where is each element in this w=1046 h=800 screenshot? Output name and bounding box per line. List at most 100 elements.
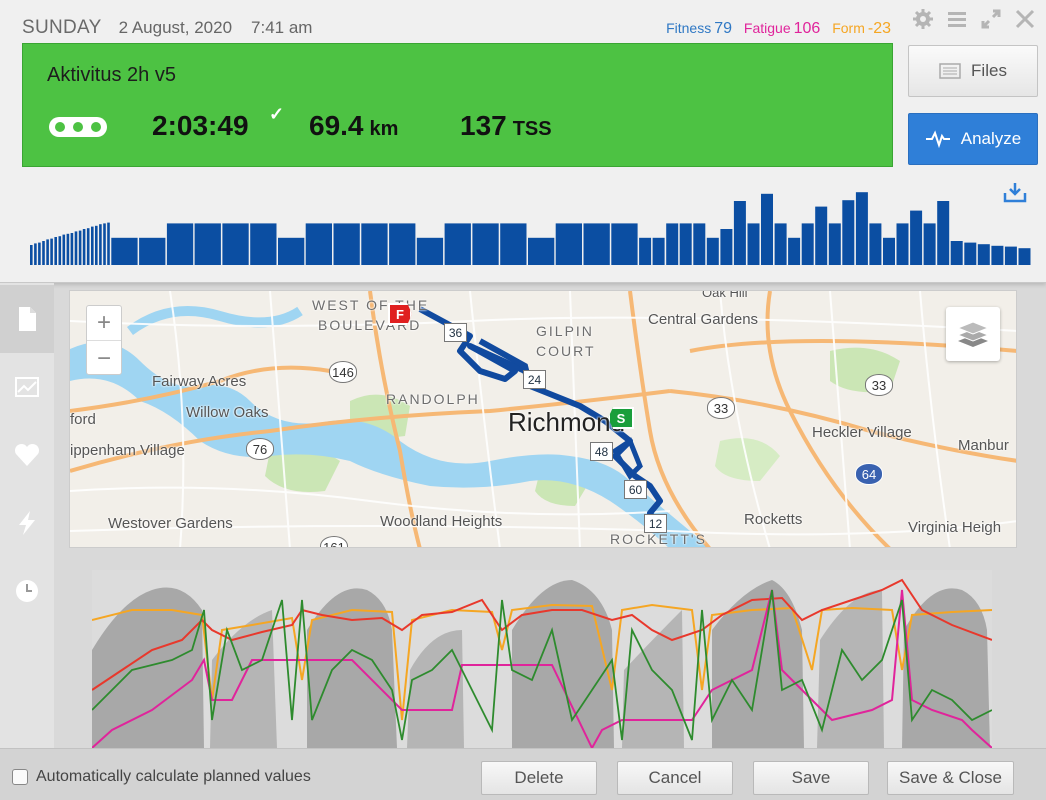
- interval-bar: [42, 241, 45, 265]
- gear-icon[interactable]: [912, 8, 934, 30]
- interval-bar: [869, 223, 882, 265]
- zoom-in-button[interactable]: +: [87, 306, 121, 341]
- form-label: Form: [832, 20, 865, 36]
- chart-icon: [15, 377, 39, 397]
- fitness-metrics: Fitness 79 Fatigue 106 Form -23: [658, 20, 891, 38]
- interval-bar: [842, 200, 855, 265]
- footer-bar: Automatically calculate planned values D…: [0, 748, 1046, 800]
- workout-structure-chart: [30, 192, 1031, 265]
- layers-icon: [956, 321, 990, 347]
- km-marker-48[interactable]: 48: [590, 442, 613, 461]
- interval-bar: [788, 237, 801, 265]
- interstate-shield-64: 64: [855, 463, 883, 485]
- map-label-ford: ford: [70, 411, 96, 428]
- analyze-button[interactable]: Analyze: [908, 113, 1038, 165]
- km-marker-36[interactable]: 36: [444, 323, 467, 342]
- window-controls: [912, 8, 1036, 30]
- interval-bar: [278, 237, 305, 265]
- interval-bar: [761, 193, 773, 265]
- duration-value: 2:03:49: [152, 110, 249, 141]
- interval-bar: [54, 237, 57, 265]
- layers-button[interactable]: [946, 307, 1000, 361]
- interval-bar: [1018, 248, 1031, 265]
- interval-bar: [977, 244, 990, 265]
- map-label-central-gardens: Central Gardens: [648, 311, 759, 328]
- heart-icon: [14, 443, 40, 466]
- interval-bar: [30, 245, 33, 265]
- km-marker-24[interactable]: 24: [523, 370, 546, 389]
- lightning-icon: [19, 511, 35, 535]
- interval-bar: [528, 237, 555, 265]
- interval-bar: [910, 210, 923, 265]
- interval-bar: [361, 223, 388, 265]
- clock-icon: [16, 580, 38, 602]
- interval-bar: [82, 229, 86, 265]
- start-flag-icon[interactable]: S: [608, 407, 634, 429]
- finish-flag-icon[interactable]: F: [388, 303, 412, 325]
- km-marker-12[interactable]: 12: [644, 514, 667, 533]
- zoom-out-button[interactable]: −: [96, 344, 111, 372]
- workout-summary-card[interactable]: Aktivitus 2h v5 2:03:49 ✓ 69.4 km 137 TSS: [22, 43, 893, 167]
- auto-calc-option[interactable]: Automatically calculate planned values: [12, 768, 311, 786]
- map-label-rocketts-district: ROCKETT'S: [610, 531, 707, 547]
- map-label-woodland-heights: Woodland Heights: [380, 513, 503, 530]
- distance-unit: km: [369, 118, 399, 140]
- cancel-button[interactable]: Cancel: [617, 761, 733, 795]
- save-close-button[interactable]: Save & Close: [887, 761, 1014, 795]
- sidebar-item-details[interactable]: [0, 285, 54, 353]
- date-line: SUNDAY 2 August, 2020 7:41 am: [22, 17, 312, 39]
- workout-data-graph[interactable]: [92, 570, 992, 748]
- map-label-heckler-village: Heckler Village: [812, 424, 912, 441]
- interval-bar: [66, 233, 70, 265]
- tss-value: 137: [460, 110, 507, 141]
- pulse-icon: [925, 130, 950, 148]
- interval-bar: [747, 223, 760, 265]
- map-label-manbur: Manbur: [958, 437, 1009, 454]
- sidebar-item-power[interactable]: [0, 489, 54, 557]
- interval-bar: [111, 237, 138, 265]
- interval-bar: [50, 238, 53, 265]
- km-marker-60[interactable]: 60: [624, 480, 647, 499]
- fatigue-value: 106: [793, 20, 821, 37]
- interval-bar: [706, 237, 719, 265]
- map-label-oak-hill: Oak Hill: [702, 290, 748, 300]
- route-map[interactable]: WEST OF THE BOULEVARD GILPIN COURT Centr…: [69, 290, 1017, 548]
- map-label-court: COURT: [536, 343, 596, 359]
- interval-bar: [58, 236, 62, 265]
- sidebar-item-health[interactable]: [0, 421, 54, 489]
- map-label-virginia-heights: Virginia Heigh: [908, 519, 1002, 536]
- interval-bar: [828, 223, 841, 265]
- interval-bar: [74, 231, 78, 265]
- sidebar-item-history[interactable]: [0, 557, 54, 625]
- map-label-rocketts: Rocketts: [744, 511, 803, 528]
- tss-unit: TSS: [512, 118, 552, 140]
- interval-bar: [78, 230, 82, 265]
- interval-bar: [991, 245, 1004, 265]
- map-label-gilpin: GILPIN: [536, 323, 594, 339]
- interval-bar: [107, 222, 110, 265]
- interval-bar: [1004, 246, 1017, 265]
- completed-check-icon: ✓: [269, 104, 285, 124]
- map-label-fairway-acres: Fairway Acres: [152, 373, 247, 390]
- interval-bar: [801, 223, 814, 265]
- interval-bar: [937, 201, 950, 265]
- weekday: SUNDAY: [22, 17, 102, 38]
- route-shield-146: 146: [329, 361, 357, 383]
- interval-bar: [194, 223, 221, 265]
- files-button[interactable]: Files: [908, 45, 1038, 97]
- sidebar-item-analysis[interactable]: [0, 353, 54, 421]
- close-icon[interactable]: [1014, 8, 1036, 30]
- auto-calc-checkbox[interactable]: [12, 769, 28, 785]
- interval-bar: [62, 234, 66, 265]
- hamburger-icon[interactable]: [946, 8, 968, 30]
- route-shield-33b: 33: [865, 374, 893, 396]
- expand-icon[interactable]: [980, 8, 1002, 30]
- interval-bar: [923, 223, 936, 265]
- delete-button[interactable]: Delete: [481, 761, 597, 795]
- interval-bar: [774, 223, 787, 265]
- download-icon[interactable]: [1003, 181, 1027, 203]
- save-button[interactable]: Save: [753, 761, 869, 795]
- interval-bar: [815, 206, 828, 265]
- workout-header: SUNDAY 2 August, 2020 7:41 am Fitness 79 …: [0, 0, 1046, 283]
- map-label-willow-oaks: Willow Oaks: [186, 404, 269, 421]
